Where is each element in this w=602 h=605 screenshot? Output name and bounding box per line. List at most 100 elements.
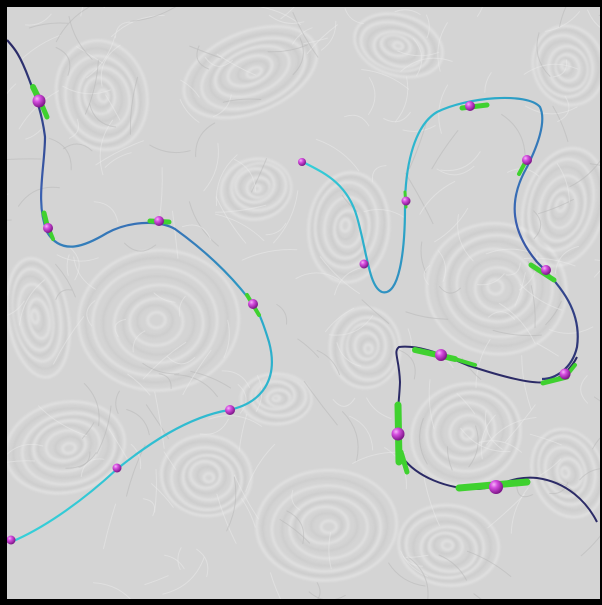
field-ring xyxy=(448,240,544,329)
field-ring xyxy=(544,446,587,498)
field-streak xyxy=(457,214,474,262)
field-streak xyxy=(68,119,80,139)
field-streak xyxy=(328,531,332,570)
field-ring xyxy=(531,24,600,107)
field-streak xyxy=(237,384,247,414)
marker-sphere xyxy=(112,463,122,473)
field-streak xyxy=(478,440,522,453)
field-streak xyxy=(7,443,44,456)
field-ring xyxy=(246,375,311,422)
field-streak xyxy=(21,34,61,60)
field-ring xyxy=(552,49,586,87)
marker-sphere xyxy=(489,480,503,494)
field-ring xyxy=(313,181,379,269)
field-streak xyxy=(179,98,200,123)
field-streak xyxy=(162,556,205,595)
field-streak xyxy=(518,252,538,291)
field-streak xyxy=(103,503,117,550)
field-streak xyxy=(438,84,449,134)
field-ring xyxy=(385,36,407,53)
field-streak xyxy=(556,163,570,203)
field-streak xyxy=(400,550,423,567)
field-streak xyxy=(363,209,405,218)
field-ring xyxy=(425,391,513,473)
field-streak xyxy=(549,326,594,334)
field-streak xyxy=(48,137,72,171)
field-streak xyxy=(7,219,12,221)
field-streak xyxy=(423,265,431,285)
field-ring xyxy=(44,429,87,463)
field-streak xyxy=(468,425,479,468)
field-streak xyxy=(431,130,459,170)
field-ring xyxy=(419,525,478,573)
field-streak xyxy=(407,556,429,599)
field-streak xyxy=(342,411,359,462)
field-streak xyxy=(477,273,505,286)
field-streak xyxy=(25,13,52,26)
field-ring xyxy=(220,157,293,221)
field-ring xyxy=(397,504,500,587)
field-ring xyxy=(535,431,600,511)
field-ring xyxy=(12,407,120,491)
field-streak xyxy=(25,129,42,140)
field-streak xyxy=(158,373,172,390)
trajectory-3-curve xyxy=(395,345,598,523)
field-streak xyxy=(544,11,581,32)
field-ring xyxy=(32,419,101,473)
field-streak xyxy=(66,254,70,276)
field-streak xyxy=(439,286,461,294)
field-streak xyxy=(438,554,467,581)
field-ring xyxy=(440,539,455,551)
field-ring xyxy=(191,32,311,116)
field-streak xyxy=(361,299,390,324)
field-ring xyxy=(89,82,112,109)
field-streak xyxy=(251,158,267,193)
field-streak xyxy=(519,283,563,311)
field-ring xyxy=(13,275,57,356)
field-streak xyxy=(127,373,151,396)
field-streak xyxy=(498,302,536,344)
field-streak xyxy=(361,69,410,90)
field-streak xyxy=(53,316,85,365)
field-streak xyxy=(545,300,562,326)
field-streak xyxy=(105,94,121,121)
field-streak xyxy=(440,151,481,172)
field-ring xyxy=(61,442,77,455)
field-ring xyxy=(366,26,427,71)
field-ring xyxy=(425,222,568,356)
markers xyxy=(7,94,571,545)
field-streak xyxy=(18,186,60,207)
field-ring xyxy=(185,457,227,495)
field-streak xyxy=(216,53,256,76)
field-ring xyxy=(521,147,600,268)
flow-field-figure xyxy=(7,7,600,599)
field-streak xyxy=(142,341,187,380)
field-streak xyxy=(557,95,570,122)
field-streak xyxy=(554,245,580,274)
field-ring xyxy=(525,152,600,259)
marker-sphere xyxy=(401,196,411,206)
field-ring xyxy=(558,462,577,484)
marker-sphere xyxy=(43,223,53,233)
field-streak xyxy=(267,44,309,53)
field-ring xyxy=(266,388,292,408)
field-streak xyxy=(476,7,483,17)
field-streak xyxy=(325,307,355,333)
field-streak xyxy=(265,222,287,236)
field-streak xyxy=(145,404,169,440)
field-streak xyxy=(303,37,328,45)
field-ring xyxy=(556,457,583,489)
field-ring xyxy=(353,331,380,361)
field-streak xyxy=(196,548,209,578)
field-streak xyxy=(115,390,120,414)
field-streak xyxy=(303,381,338,426)
field-streak xyxy=(371,165,387,183)
field-streak xyxy=(344,8,364,24)
field-streak xyxy=(553,59,568,78)
field-streak xyxy=(425,14,430,39)
marker-sphere xyxy=(465,101,475,111)
field-streak xyxy=(456,393,476,415)
field-streak xyxy=(492,329,542,337)
field-streak xyxy=(397,50,440,57)
